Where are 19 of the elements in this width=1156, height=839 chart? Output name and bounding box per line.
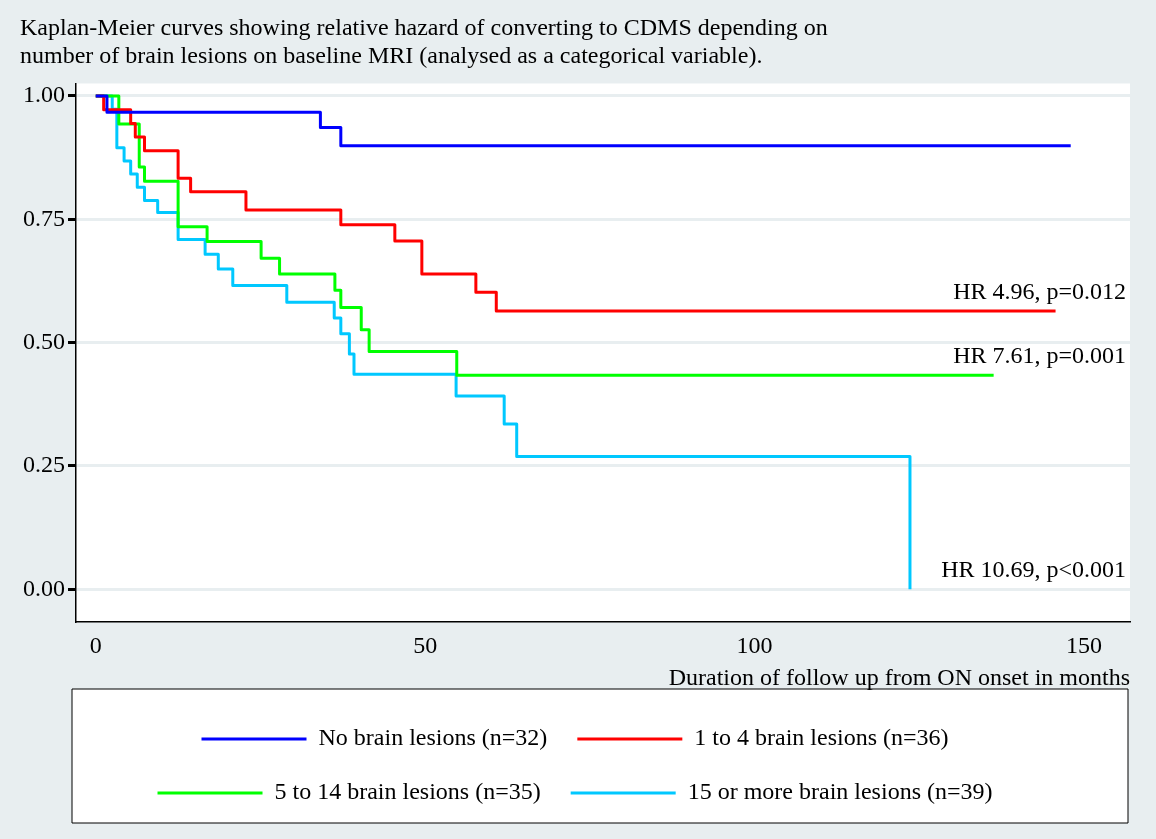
annotation: HR 7.61, p=0.001 [953, 342, 1126, 369]
x-tick-label: 150 [1065, 632, 1102, 659]
annotation: HR 4.96, p=0.012 [953, 278, 1126, 305]
y-tick-label: 0.75 [23, 204, 65, 231]
x-tick-label: 50 [413, 632, 438, 659]
legend-label: 15 or more brain lesions (n=39) [687, 778, 993, 805]
x-tick-label: 0 [89, 632, 102, 659]
x-tick-label: 100 [736, 632, 773, 659]
y-tick-label: 1.00 [23, 81, 65, 108]
legend-label: 1 to 4 brain lesions (n=36) [694, 724, 949, 751]
legend-label: 5 to 14 brain lesions (n=35) [274, 778, 541, 805]
text: Kaplan-Meier curves showing relative hazard of converting to CDMS depending on [20, 13, 828, 40]
text: number of brain lesions on baseline MRI (analysed as a categorical variable). [20, 42, 763, 69]
y-tick-label: 0.50 [23, 327, 65, 354]
y-tick-label: 0.25 [23, 451, 65, 478]
x-axis-title: Duration of follow up from ON onset in months [668, 663, 1130, 690]
legend-label: No brain lesions (n=32) [318, 724, 548, 751]
annotation: HR 10.69, p<0.001 [941, 556, 1126, 583]
y-tick-label: 0.00 [23, 574, 65, 601]
